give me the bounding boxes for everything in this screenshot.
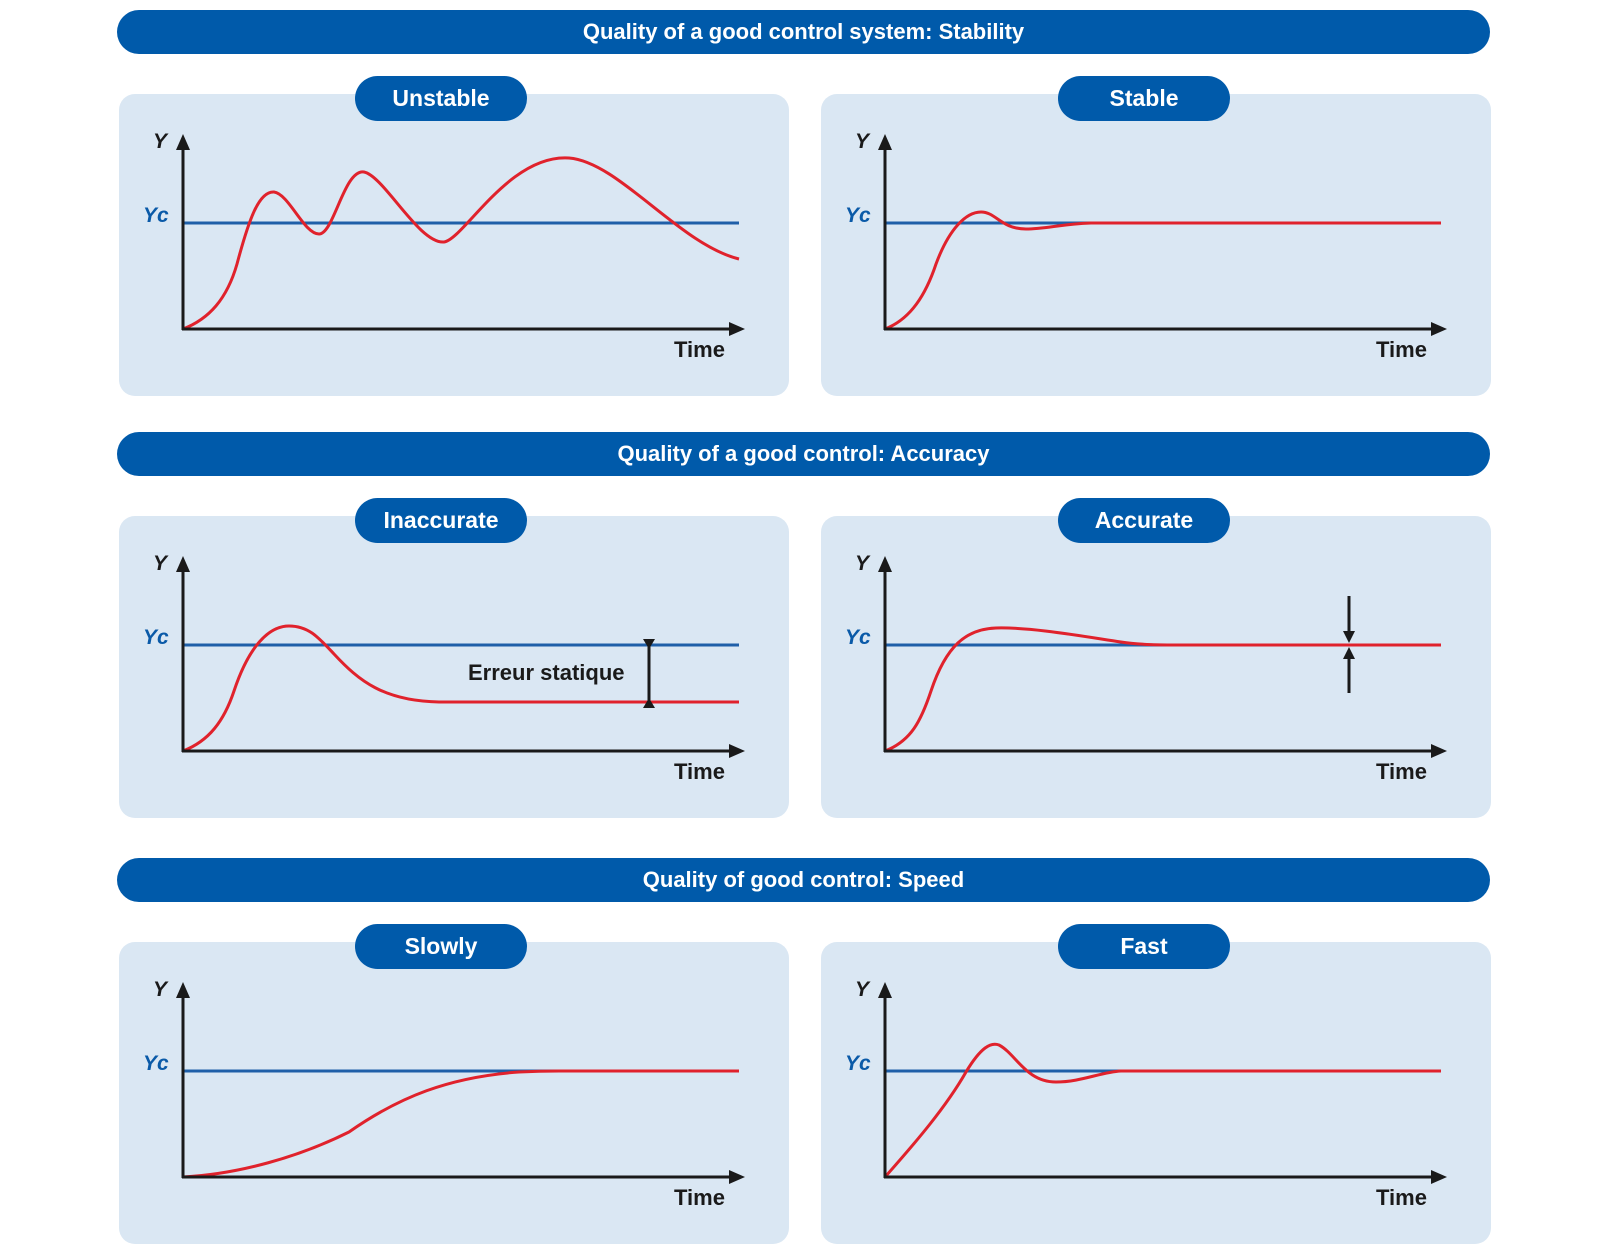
y-axis-arrow — [878, 556, 892, 572]
setpoint-label: Yc — [143, 1052, 169, 1075]
x-axis-label: Time — [674, 1185, 725, 1210]
x-axis-arrow — [729, 744, 745, 758]
response-curve — [884, 210, 1441, 331]
y-axis-label: Y — [855, 978, 871, 1001]
response-curve — [884, 626, 1441, 753]
y-axis-arrow — [878, 134, 892, 150]
chart-fast: Y Yc Time — [845, 978, 1447, 1210]
y-axis-arrow — [176, 556, 190, 572]
setpoint-label: Yc — [845, 626, 871, 649]
panel-label-accurate: Accurate — [1058, 498, 1230, 543]
panel-stable: Y Yc Time — [821, 94, 1491, 396]
y-axis-arrow — [176, 134, 190, 150]
y-axis-label: Y — [153, 130, 169, 153]
x-axis-arrow — [1431, 322, 1447, 336]
chart-accurate: Y Yc Time — [845, 552, 1447, 784]
response-curve — [883, 1042, 1441, 1178]
x-axis-label: Time — [674, 759, 725, 784]
x-axis-label: Time — [1376, 759, 1427, 784]
y-axis-label: Y — [855, 130, 871, 153]
x-axis-arrow — [729, 1170, 745, 1184]
panel-inaccurate: Erreur statique Y Yc Time — [119, 516, 789, 818]
panel-label-unstable: Unstable — [355, 76, 527, 121]
x-axis-label: Time — [1376, 1185, 1427, 1210]
panel-fast: Y Yc Time — [821, 942, 1491, 1244]
response-curve — [182, 624, 739, 753]
static-error-arrow-top — [643, 639, 655, 649]
response-curve — [182, 156, 740, 331]
setpoint-label: Yc — [143, 204, 169, 227]
section-title: Quality of a good control system: Stabil… — [582, 19, 1025, 44]
panel-label-fast: Fast — [1058, 924, 1230, 969]
chart-inaccurate: Erreur statique Y Yc Time — [143, 552, 745, 784]
chart-stable: Y Yc Time — [845, 130, 1447, 362]
chart-unstable: Y Yc Time — [143, 130, 745, 362]
section-bar-speed: Quality of good control: Speed — [117, 858, 1490, 902]
panel-label-stable: Stable — [1058, 76, 1230, 121]
y-axis-arrow — [176, 982, 190, 998]
setpoint-label: Yc — [845, 1052, 871, 1075]
panel-unstable: Y Yc Time — [119, 94, 789, 396]
panel-label-text: Slowly — [404, 933, 478, 959]
section-title: Quality of a good control: Accuracy — [617, 441, 990, 466]
static-error-label: Erreur statique — [468, 660, 625, 685]
panel-label-text: Accurate — [1094, 507, 1194, 533]
y-axis-label: Y — [153, 552, 169, 575]
response-curve — [182, 1069, 739, 1179]
panel-label-text: Inaccurate — [383, 507, 499, 533]
tolerance-arrow-up — [1343, 647, 1355, 659]
panel-label-text: Stable — [1109, 85, 1179, 111]
section-title: Quality of good control: Speed — [642, 867, 965, 892]
y-axis-label: Y — [855, 552, 871, 575]
panel-label-text: Fast — [1120, 933, 1168, 959]
x-axis-label: Time — [674, 337, 725, 362]
static-error-arrow-bottom — [643, 698, 655, 708]
panel-label-inaccurate: Inaccurate — [355, 498, 527, 543]
tolerance-arrow-down — [1343, 631, 1355, 643]
panel-label-text: Unstable — [392, 85, 490, 111]
setpoint-label: Yc — [845, 204, 871, 227]
x-axis-label: Time — [1376, 337, 1427, 362]
x-axis-arrow — [729, 322, 745, 336]
section-bar-stability: Quality of a good control system: Stabil… — [117, 10, 1490, 54]
panel-label-slowly: Slowly — [355, 924, 527, 969]
section-bar-accuracy: Quality of a good control: Accuracy — [117, 432, 1490, 476]
y-axis-label: Y — [153, 978, 169, 1001]
x-axis-arrow — [1431, 744, 1447, 758]
chart-slowly: Y Yc Time — [143, 978, 745, 1210]
x-axis-arrow — [1431, 1170, 1447, 1184]
setpoint-label: Yc — [143, 626, 169, 649]
panel-accurate: Y Yc Time — [821, 516, 1491, 818]
y-axis-arrow — [878, 982, 892, 998]
panel-slowly: Y Yc Time — [119, 942, 789, 1244]
